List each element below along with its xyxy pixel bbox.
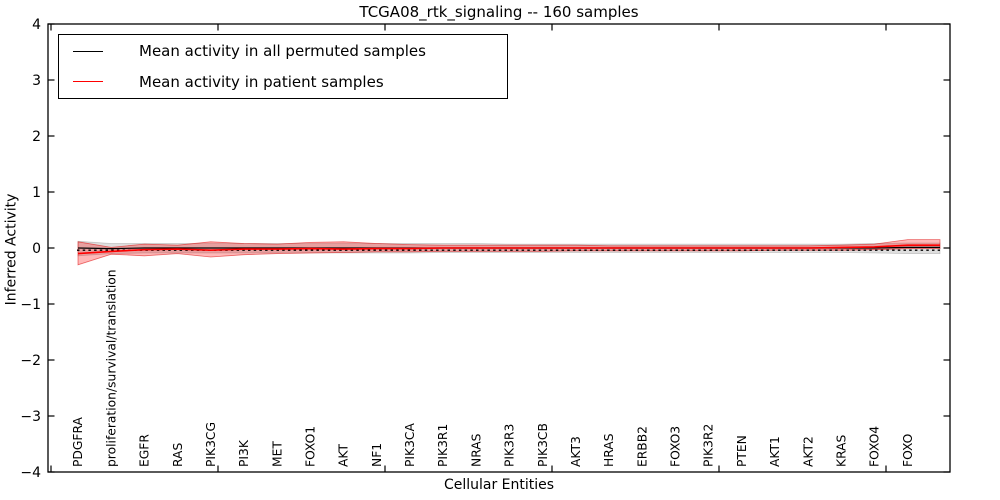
x-category-label: PTEN: [735, 435, 749, 467]
x-category-label: PIK3R1: [436, 424, 450, 467]
x-category-label: proliferation/survival/translation: [104, 269, 118, 467]
y-tick-label: 0: [32, 241, 41, 257]
y-tick-label: 2: [32, 129, 41, 145]
x-category-label: MET: [270, 441, 284, 467]
x-category-label: AKT1: [768, 436, 782, 467]
legend: Mean activity in all permuted samples Me…: [58, 34, 508, 99]
legend-line-sample-black: [73, 50, 103, 52]
x-axis-label: Cellular Entities: [443, 477, 555, 493]
x-category-label: NF1: [370, 443, 384, 467]
x-category-label: EGFR: [138, 434, 152, 467]
legend-line-sample-red: [73, 81, 103, 83]
x-category-label: FOXO3: [669, 426, 683, 467]
legend-label: Mean activity in all permuted samples: [139, 42, 426, 61]
x-category-label: PDGFRA: [71, 416, 85, 467]
legend-label: Mean activity in patient samples: [139, 72, 384, 91]
y-tick-label: −3: [20, 409, 41, 425]
x-category-label: KRAS: [835, 434, 849, 467]
legend-item-patient: Mean activity in patient samples: [59, 68, 507, 96]
x-category-label: PI3K: [237, 439, 251, 467]
y-tick-label: −2: [20, 353, 41, 369]
y-tick-label: 3: [32, 73, 41, 89]
x-category-label: RAS: [171, 443, 185, 467]
x-category-label: AKT2: [801, 436, 815, 467]
patient-spread-band: [77, 239, 941, 266]
x-category-label: FOXO: [901, 434, 915, 467]
y-tick-label: −4: [20, 465, 41, 481]
x-category-label: ERBB2: [635, 426, 649, 467]
y-tick-label: 1: [32, 185, 41, 201]
legend-item-permuted: Mean activity in all permuted samples: [59, 37, 507, 65]
y-axis-label: Inferred Activity: [3, 193, 20, 306]
x-category-label: NRAS: [469, 433, 483, 467]
chart-title: TCGA08_rtk_signaling -- 160 samples: [359, 3, 639, 21]
x-category-label: PIK3R3: [503, 424, 517, 467]
x-category-label: FOXO4: [868, 426, 882, 467]
x-category-label: PIK3CG: [204, 422, 218, 467]
x-category-label: PIK3CB: [536, 423, 550, 467]
patient-mean-line: [77, 244, 940, 255]
x-category-label: AKT3: [569, 436, 583, 467]
x-category-label: PIK3R2: [702, 424, 716, 467]
x-category-label: HRAS: [602, 433, 616, 467]
x-category-label: FOXO1: [304, 426, 318, 467]
x-category-label: AKT: [337, 443, 351, 467]
x-category-label: PIK3CA: [403, 422, 417, 467]
y-tick-label: −1: [20, 297, 41, 313]
y-tick-label: 4: [32, 17, 41, 33]
